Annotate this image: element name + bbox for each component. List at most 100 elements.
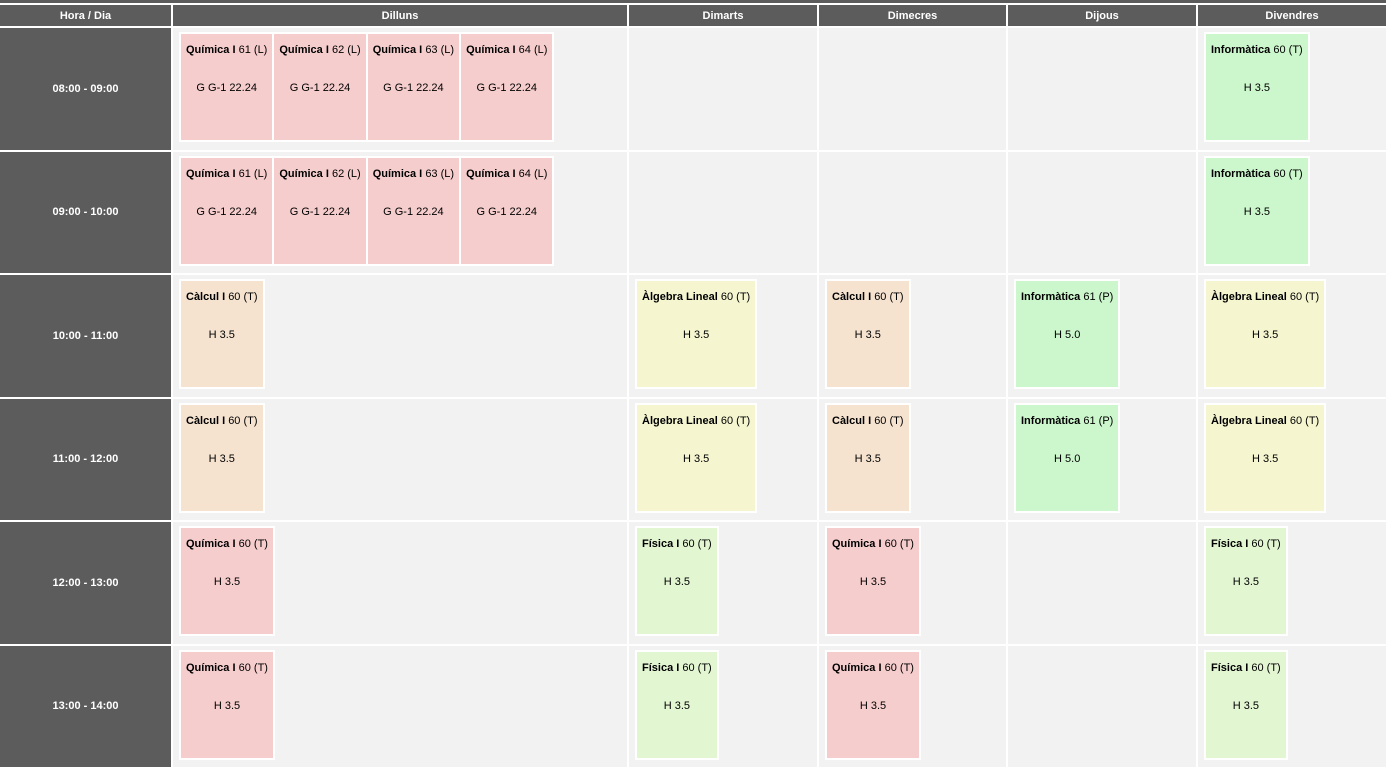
class-block[interactable]: Càlcul I 60 (T) H 3.5 [179,279,265,389]
class-block[interactable]: Física I 60 (T) H 3.5 [635,649,719,760]
room: H 3.5 [859,576,887,588]
class-title: Càlcul I 60 (T) [186,291,258,303]
class-block[interactable]: Química I 64 (L) G G-1 22.24 [459,155,555,266]
schedule-cell: Química I 61 (L) G G-1 22.24 Química I 62 … [173,151,627,273]
class-block[interactable]: Química I 64 (L) G G-1 22.24 [459,32,555,142]
class-type: (L) [347,44,361,56]
header-day: Divendres [1198,5,1386,26]
class-type: (T) [243,291,258,303]
schedule-cell: Àlgebra Lineal 60 (T) H 3.5 [629,275,817,397]
group-number: 61 [238,44,251,56]
room: H 5.0 [1054,452,1081,465]
group-number: 62 [331,44,345,56]
subject-name: Química I [186,44,236,56]
class-title: Física I 60 (T) [642,662,712,674]
group-number: 60 [228,414,241,427]
class-title: Química I 63 (L) [373,168,454,180]
schedule-cell: Informàtica 60 (T) H 3.5 [1198,151,1386,273]
class-type: (L) [533,167,548,180]
room: G G-1 22.24 [196,205,257,218]
class-block[interactable]: Química I 60 (T) H 3.5 [179,649,275,760]
class-block[interactable]: Àlgebra Lineal 60 (T) H 3.5 [1204,402,1327,513]
class-block[interactable]: Àlgebra Lineal 60 (T) H 3.5 [635,402,758,513]
group-number: 63 [425,167,438,180]
class-type: (T) [1288,44,1303,56]
class-block[interactable]: Química I 60 (T) H 3.5 [825,526,921,636]
class-type: (T) [736,414,751,427]
subject-name: Física I [642,661,680,674]
class-block[interactable]: Química I 63 (L) G G-1 22.24 [365,32,462,142]
subject-name: Química I [372,167,423,180]
hour-label: 11:00 - 12:00 [0,398,171,520]
room: H 3.5 [663,576,690,588]
class-title: Química I 60 (T) [186,662,268,674]
group-number: 60 [238,538,251,550]
subject-name: Informàtica [1021,414,1081,427]
schedule-cell [1008,522,1196,644]
class-type: (T) [697,538,712,550]
class-block[interactable]: Àlgebra Lineal 60 (T) H 3.5 [1204,279,1327,389]
room: G G-1 22.24 [383,82,444,94]
class-block[interactable]: Química I 63 (L) G G-1 22.24 [365,155,462,266]
room: H 3.5 [1251,329,1279,341]
subject-name: Química I [279,167,329,180]
group-number: 60 [884,538,897,550]
schedule-cell [629,28,817,150]
class-title: Informàtica 61 (P) [1021,415,1113,427]
class-block[interactable]: Química I 61 (L) G G-1 22.24 [179,155,275,266]
group-number: 60 [720,291,734,303]
room: H 3.5 [1243,82,1270,94]
room: G G-1 22.24 [476,82,538,94]
class-block[interactable]: Química I 60 (T) H 3.5 [179,526,275,636]
class-type: (L) [253,44,268,56]
class-title: Química I 62 (L) [279,168,360,180]
subject-name: Informàtica [1021,291,1081,303]
schedule-cell: Àlgebra Lineal 60 (T) H 3.5 [629,398,817,520]
subject-name: Física I [1211,661,1249,674]
class-block[interactable]: Àlgebra Lineal 60 (T) H 3.5 [635,279,758,389]
class-title: Àlgebra Lineal 60 (T) [642,415,750,427]
group-number: 61 [1083,291,1096,303]
class-block[interactable]: Càlcul I 60 (T) H 3.5 [179,402,265,513]
subject-name: Química I [832,661,882,674]
group-number: 64 [518,44,531,56]
class-block[interactable]: Química I 60 (T) H 3.5 [825,649,921,760]
class-type: (L) [253,167,268,180]
class-block[interactable]: Informàtica 61 (P) H 5.0 [1014,402,1121,513]
hour-label: 12:00 - 13:00 [0,522,171,644]
subject-name: Química I [832,538,882,550]
class-block[interactable]: Física I 60 (T) H 3.5 [1204,526,1288,636]
room: H 3.5 [854,329,881,341]
subject-name: Química I [372,44,423,56]
room: H 3.5 [854,452,881,465]
class-block[interactable]: Informàtica 61 (P) H 5.0 [1014,279,1121,389]
schedule-cell [1008,28,1196,150]
subject-name: Química I [466,44,516,56]
class-title: Àlgebra Lineal 60 (T) [1211,415,1319,427]
class-block[interactable]: Informàtica 60 (T) H 3.5 [1204,32,1310,142]
room: G G-1 22.24 [196,82,257,94]
schedule-cell: Informàtica 61 (P) H 5.0 [1008,398,1196,520]
group-number: 60 [884,661,897,674]
schedule-cell: Física I 60 (T) H 3.5 [629,645,817,767]
subject-name: Física I [1211,538,1249,550]
class-block[interactable]: Informàtica 60 (T) H 3.5 [1204,155,1310,266]
room: G G-1 22.24 [383,205,444,218]
class-block[interactable]: Química I 61 (L) G G-1 22.24 [179,32,275,142]
class-title: Química I 63 (L) [373,44,454,56]
subject-name: Informàtica [1211,167,1271,180]
class-block[interactable]: Física I 60 (T) H 3.5 [635,526,719,636]
class-block[interactable]: Física I 60 (T) H 3.5 [1204,649,1288,760]
class-block[interactable]: Càlcul I 60 (T) H 3.5 [825,402,911,513]
group-number: 60 [1251,661,1264,674]
class-title: Àlgebra Lineal 60 (T) [642,291,750,303]
class-block[interactable]: Química I 62 (L) G G-1 22.24 [272,32,368,142]
subject-name: Àlgebra Lineal [1211,414,1287,427]
class-type: (T) [899,538,914,550]
group-number: 60 [720,414,734,427]
subject-name: Àlgebra Lineal [642,414,718,427]
schedule-cell [819,28,1006,150]
class-block[interactable]: Càlcul I 60 (T) H 3.5 [825,279,911,389]
class-block[interactable]: Química I 62 (L) G G-1 22.24 [272,155,368,266]
class-type: (T) [1305,291,1320,303]
